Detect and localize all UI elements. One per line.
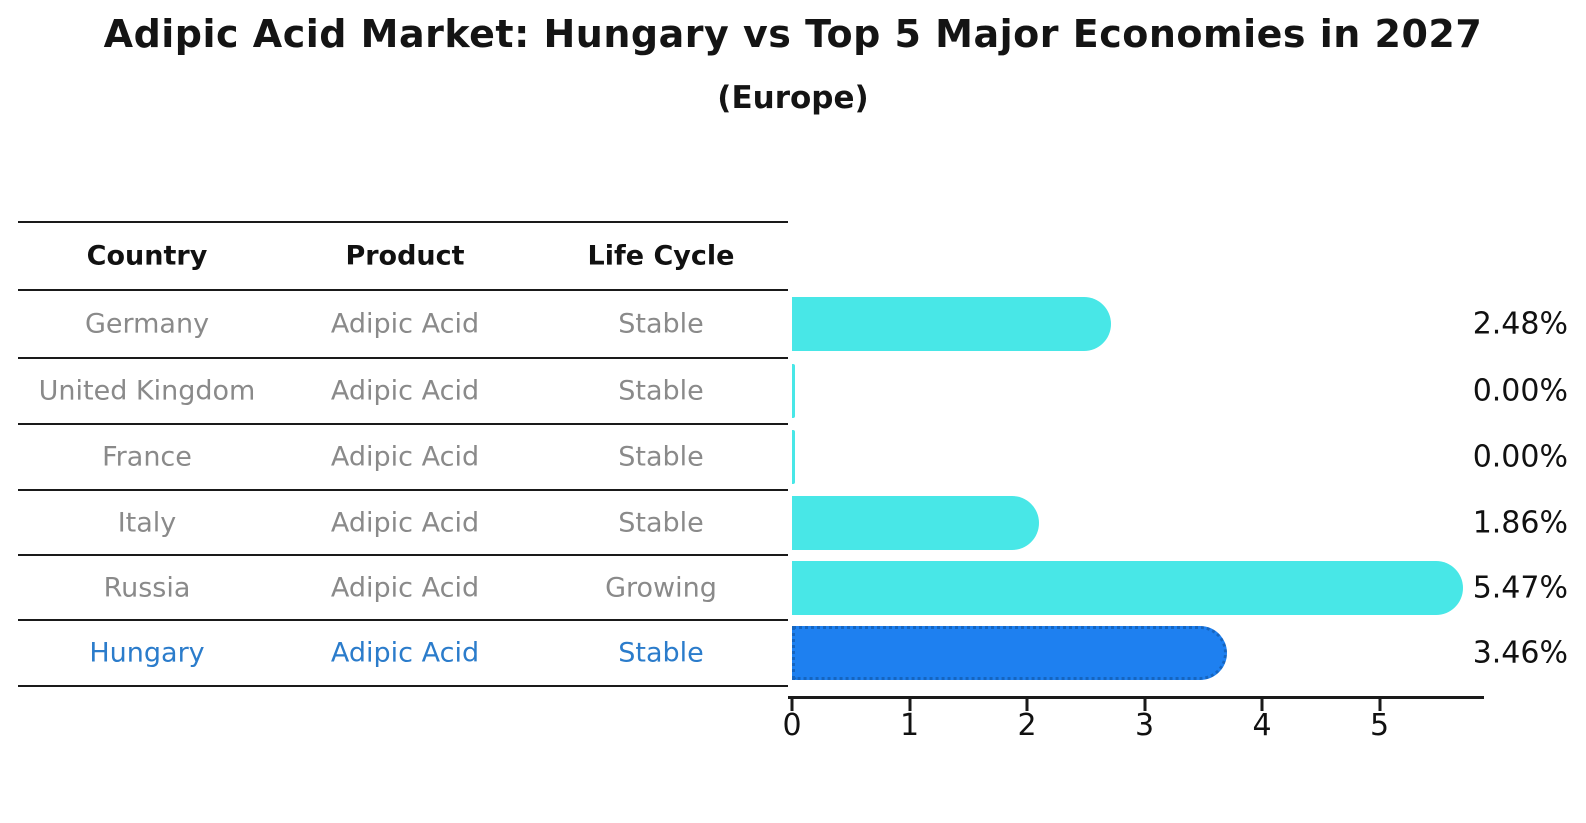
table-top-rule — [18, 221, 788, 223]
x-axis-tick-label: 4 — [1252, 708, 1272, 743]
chart-subtitle: (Europe) — [717, 80, 869, 116]
x-axis-tick-label: 5 — [1369, 708, 1390, 743]
x-axis-tick — [790, 699, 794, 711]
table-cell-life-cycle: Growing — [605, 572, 717, 603]
table-header-product: Product — [345, 240, 465, 272]
x-axis-tick — [1378, 699, 1381, 711]
x-axis-tick — [1260, 699, 1264, 711]
table-header-country: Country — [86, 240, 208, 272]
table-cell-life-cycle: Stable — [618, 507, 704, 538]
bar-value-label: 0.00% — [1472, 373, 1568, 409]
x-axis-tick — [908, 699, 911, 711]
table-row-separator — [18, 423, 788, 425]
x-axis-line — [788, 696, 1484, 699]
table-cell-product: Adipic Acid — [330, 441, 480, 473]
bar-value-label: 1.86% — [1472, 505, 1568, 540]
table-cell-life-cycle: Stable — [618, 441, 704, 473]
table-cell-product: Adipic Acid — [330, 637, 480, 669]
table-cell-life-cycle: Stable — [618, 637, 704, 669]
x-axis-tick-label: 3 — [1134, 708, 1155, 743]
table-cell-product: Adipic Acid — [330, 507, 480, 538]
x-axis-tick — [1025, 699, 1029, 711]
bar-value-label: 2.48% — [1472, 306, 1568, 342]
bar-hungary — [792, 626, 1227, 680]
table-cell-life-cycle: Stable — [618, 308, 704, 340]
table-row-separator — [18, 357, 788, 359]
table-cell-country: Russia — [103, 572, 191, 603]
table-cell-country: Italy — [117, 507, 177, 538]
x-axis-tick — [1143, 699, 1146, 711]
table-row-separator — [18, 489, 788, 491]
x-axis-tick-label: 0 — [782, 708, 802, 743]
table-cell-country: Hungary — [89, 637, 205, 669]
table-cell-country: France — [102, 441, 192, 473]
bar-united-kingdom — [792, 364, 795, 418]
table-row-separator — [18, 619, 788, 621]
bar-italy — [792, 496, 1039, 550]
x-axis-tick-label: 1 — [899, 708, 920, 743]
bar-value-label: 3.46% — [1472, 635, 1568, 671]
table-row-separator — [18, 289, 788, 291]
table-cell-product: Adipic Acid — [330, 308, 480, 340]
table-cell-life-cycle: Stable — [618, 375, 704, 407]
table-row-separator — [18, 554, 788, 556]
chart-title: Adipic Acid Market: Hungary vs Top 5 Maj… — [103, 12, 1483, 56]
table-bottom-rule — [18, 685, 788, 687]
table-cell-product: Adipic Acid — [330, 375, 480, 407]
table-header-life-cycle: Life Cycle — [587, 240, 735, 272]
x-axis-tick-label: 2 — [1017, 708, 1037, 743]
bar-russia — [792, 561, 1463, 615]
bar-value-label: 5.47% — [1472, 570, 1568, 605]
bar-germany — [792, 297, 1111, 351]
bar-value-label: 0.00% — [1472, 439, 1568, 475]
table-cell-country: United Kingdom — [38, 375, 256, 407]
table-cell-country: Germany — [84, 308, 210, 340]
table-cell-product: Adipic Acid — [330, 572, 480, 603]
bar-france — [792, 430, 795, 484]
